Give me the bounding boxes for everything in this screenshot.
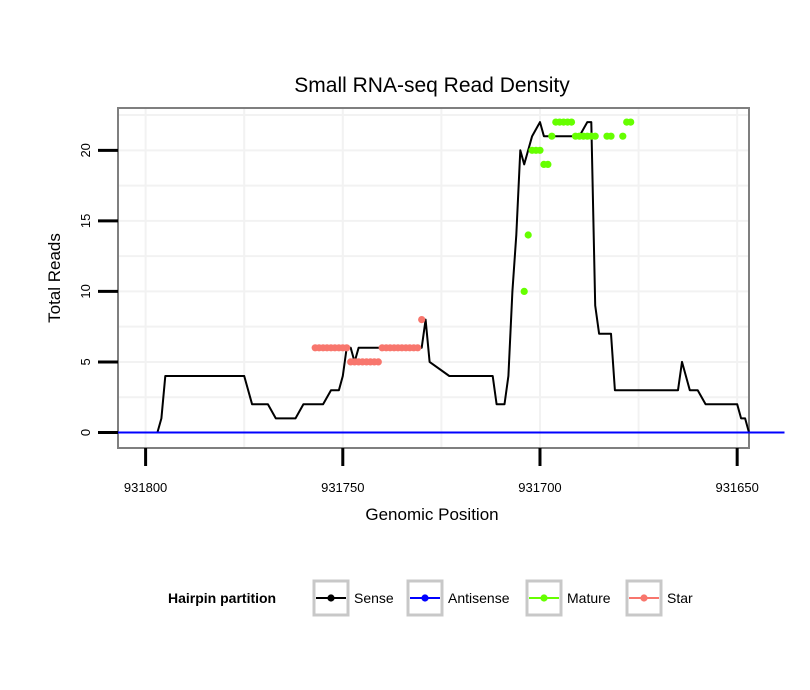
point-mature	[567, 118, 576, 126]
legend-key-point	[327, 594, 335, 602]
point-star	[374, 358, 382, 366]
point-mature	[619, 132, 627, 140]
point-mature	[627, 118, 635, 126]
y-tick-label: 20	[78, 143, 93, 157]
point-mature	[607, 132, 615, 140]
axes: 931800 931750 931700 931650 0 5 10 15 20	[78, 143, 759, 495]
series-layer	[118, 118, 785, 434]
y-tick-label: 10	[78, 284, 93, 298]
point-star	[414, 344, 422, 352]
plot-panel	[117, 107, 750, 449]
point-mature	[544, 160, 552, 168]
x-tick-label: 931750	[321, 480, 364, 495]
y-axis-label: Total Reads	[45, 233, 64, 323]
legend-key-point	[421, 594, 429, 602]
point-mature	[524, 231, 532, 239]
legend-key-point	[640, 594, 648, 602]
x-tick-label: 931700	[518, 480, 561, 495]
legend: Hairpin partition Sense Antisense Mature Sta…	[168, 579, 693, 617]
point-star	[418, 316, 426, 324]
legend-title: Hairpin partition	[168, 590, 276, 606]
legend-label: Antisense	[448, 590, 510, 606]
legend-label: Sense	[354, 590, 394, 606]
legend-entry-star: Star	[625, 579, 693, 617]
legend-entry-antisense: Antisense	[406, 579, 510, 617]
y-tick-label: 0	[78, 429, 93, 436]
y-tick-label: 5	[78, 358, 93, 365]
point-mature	[548, 132, 556, 140]
x-axis-label: Genomic Position	[365, 505, 498, 524]
legend-key-point	[540, 594, 548, 602]
x-tick-label: 931800	[124, 480, 167, 495]
legend-label: Mature	[567, 590, 611, 606]
legend-entry-sense: Sense	[312, 579, 394, 617]
legend-label: Star	[667, 590, 693, 606]
point-mature	[536, 146, 544, 154]
chart-title: Small RNA-seq Read Density	[294, 74, 570, 97]
x-tick-label: 931650	[715, 480, 758, 495]
legend-entry-mature: Mature	[525, 579, 611, 617]
y-tick-label: 15	[78, 214, 93, 228]
point-star	[343, 344, 351, 352]
point-mature	[591, 132, 599, 140]
point-mature	[520, 287, 528, 295]
series-line-sense	[118, 121, 785, 434]
